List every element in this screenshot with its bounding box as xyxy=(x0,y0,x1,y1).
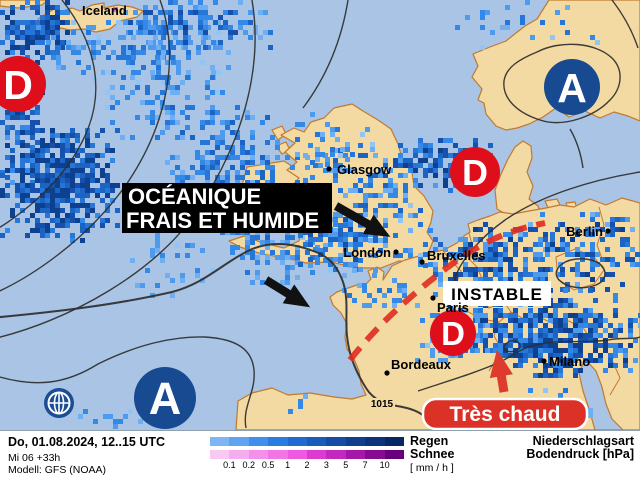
colorscale-tick: 2 xyxy=(304,460,310,470)
colorscale-segment xyxy=(210,450,230,459)
rain-colorscale xyxy=(210,437,405,446)
colorscale-segment xyxy=(384,437,405,446)
valid-time-label: Do, 01.08.2024, 12..15 UTC xyxy=(8,435,166,449)
colorscale-segment xyxy=(229,437,249,446)
city-berlin: Berlin xyxy=(566,224,611,239)
colorscale-segment xyxy=(365,437,385,446)
annotation-instable: INSTABLE xyxy=(443,281,551,306)
pressure-center-d: D xyxy=(430,310,476,356)
pressure-center-a: A xyxy=(544,59,600,115)
pressure-center-d: D xyxy=(450,147,500,197)
svg-text:Très chaud: Très chaud xyxy=(450,403,561,426)
colorscale-segment xyxy=(326,437,346,446)
oceanic-flow-arrow-2 xyxy=(263,276,311,308)
oceanic-flow-arrow-1 xyxy=(333,202,391,237)
colorscale-tick: 3 xyxy=(323,460,329,470)
unit-label: [ mm / h ] xyxy=(410,462,454,474)
city-bruxelles: Bruxelles xyxy=(419,248,486,265)
colorscale-segment xyxy=(345,437,366,446)
svg-text:1015: 1015 xyxy=(371,399,394,410)
city-bordeaux: Bordeaux xyxy=(384,357,452,376)
city-london: London xyxy=(343,245,399,260)
warm-advection-arrow xyxy=(489,349,513,393)
pressure-label: Bodendruck [hPa] xyxy=(526,447,634,461)
city-name: London xyxy=(343,245,391,260)
weather-map: 1015 D D D A A OCÉANIQUE FRAIS ET HUMIDE INS… xyxy=(0,0,640,430)
run-label: Mi 06 +33h xyxy=(8,452,61,464)
svg-text:FRAIS ET HUMIDE: FRAIS ET HUMIDE xyxy=(126,208,319,233)
city-name: Bruxelles xyxy=(427,248,486,263)
city-milano: Milano xyxy=(541,354,590,369)
pressure-center-a: A xyxy=(134,367,196,429)
svg-text:INSTABLE: INSTABLE xyxy=(451,285,543,304)
pressure-centers-layer: D D D A A xyxy=(0,56,600,429)
globe-logo-icon xyxy=(44,388,74,418)
pressure-center-d: D xyxy=(0,56,46,112)
city-dot xyxy=(541,358,547,364)
front-dashed-line xyxy=(347,220,546,362)
colorscale-segment xyxy=(287,450,308,459)
city-dot xyxy=(384,370,390,376)
svg-text:D: D xyxy=(3,62,33,108)
city-dot xyxy=(326,166,332,172)
svg-text:D: D xyxy=(462,152,488,193)
svg-text:D: D xyxy=(441,315,465,352)
city-name: Glasgow xyxy=(337,162,392,177)
colorscale-segment xyxy=(307,450,327,459)
colorscale-segment xyxy=(229,450,249,459)
region-label-iceland: Iceland xyxy=(82,3,127,18)
annotation-oceanique: OCÉANIQUE FRAIS ET HUMIDE xyxy=(122,183,332,233)
colorscale-segment xyxy=(307,437,327,446)
colorscale-segment xyxy=(345,450,366,459)
city-labels-layer: Glasgow London Berlin Bruxelles Paris Bordeau… xyxy=(82,3,611,376)
colorscale-tick: 0.2 xyxy=(242,460,256,470)
city-dot xyxy=(393,249,399,255)
colorscale-segment xyxy=(287,437,308,446)
colorscale-tick: 5 xyxy=(343,460,349,470)
colorscale-tick: 7 xyxy=(362,460,368,470)
colorscale-tick: 0.5 xyxy=(261,460,275,470)
colorscale-tick: 0.1 xyxy=(223,460,236,470)
colorscale-segment xyxy=(248,437,269,446)
city-name: Berlin xyxy=(566,224,603,239)
rain-legend-label: Regen xyxy=(410,434,449,448)
city-name: Paris xyxy=(437,300,469,315)
colorscale-segment xyxy=(248,450,269,459)
city-dot xyxy=(430,295,436,301)
colorscale-segment xyxy=(326,450,346,459)
svg-text:OCÉANIQUE: OCÉANIQUE xyxy=(128,184,261,209)
isobar-value-1015: 1015 xyxy=(369,398,395,410)
model-label: Modell: GFS (NOAA) xyxy=(8,464,107,476)
colorscale-segment xyxy=(384,450,405,459)
svg-text:A: A xyxy=(149,373,182,424)
colorscale-segment xyxy=(268,450,288,459)
colorscale-segment xyxy=(210,437,230,446)
flow-arrows xyxy=(263,202,513,393)
colorscale-segment xyxy=(268,437,288,446)
colorscale-tick: 10 xyxy=(379,460,390,470)
snow-legend-label: Schnee xyxy=(410,447,455,461)
city-dot xyxy=(605,228,611,234)
annotation-tres-chaud: Très chaud xyxy=(421,397,589,430)
snow-colorscale xyxy=(210,450,405,459)
city-glasgow: Glasgow xyxy=(326,162,392,177)
city-name: Milano xyxy=(549,354,590,369)
colorscale-segment xyxy=(365,450,385,459)
colorscale-tick: 1 xyxy=(285,460,291,470)
city-paris: Paris xyxy=(430,295,469,315)
city-dot xyxy=(419,259,425,265)
city-name: Bordeaux xyxy=(391,357,452,372)
svg-text:A: A xyxy=(557,65,587,111)
info-footer: Do, 01.08.2024, 12..15 UTC Mi 06 +33h Mo… xyxy=(0,430,640,478)
precip-type-label: Niederschlagsart xyxy=(532,434,634,448)
